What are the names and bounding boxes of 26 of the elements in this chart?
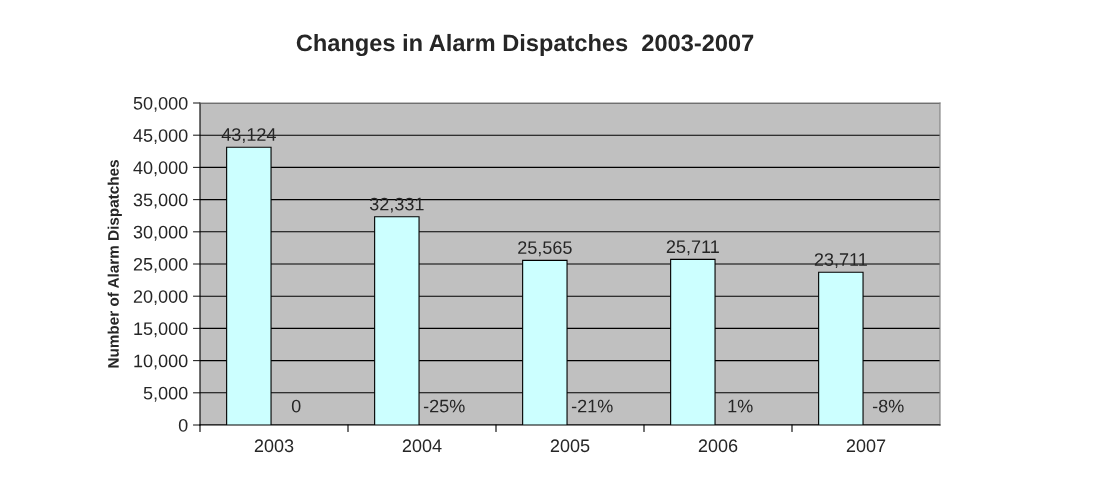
y-tick-label: 10,000 <box>134 354 188 370</box>
y-tick-label: 45,000 <box>133 129 188 145</box>
y-tick-label: 5,000 <box>143 386 188 402</box>
x-tick-label: 2006 <box>698 439 738 453</box>
x-tick-label: 2003 <box>254 439 294 453</box>
y-tick-label: 30,000 <box>133 225 188 241</box>
data-label: 25,565 <box>518 241 572 257</box>
annotation: -25% <box>423 399 465 413</box>
x-tick-label: 2004 <box>402 439 442 453</box>
annotation: -21% <box>571 399 613 413</box>
data-label: 25,711 <box>666 240 719 256</box>
y-tick-label: 15,000 <box>134 322 188 338</box>
x-tick-label: 2005 <box>550 439 590 453</box>
y-axis-title: Number of Alarm Dispatches <box>107 160 122 368</box>
y-tick-label: 25,000 <box>133 257 188 273</box>
y-tick-label: 0 <box>178 418 188 432</box>
data-label: 32,331 <box>369 197 424 213</box>
annotation: 1% <box>728 399 753 413</box>
y-tick-label: 20,000 <box>133 290 188 306</box>
annotation: -8% <box>872 399 904 413</box>
annotation: 0 <box>291 399 301 413</box>
x-tick-label: 2007 <box>846 439 886 453</box>
y-tick-label: 40,000 <box>133 161 188 177</box>
y-tick-label: 50,000 <box>133 96 188 112</box>
y-tick-label: 35,000 <box>133 193 188 209</box>
chart-title: Changes in Alarm Dispatches 2003-2007 <box>296 33 754 57</box>
